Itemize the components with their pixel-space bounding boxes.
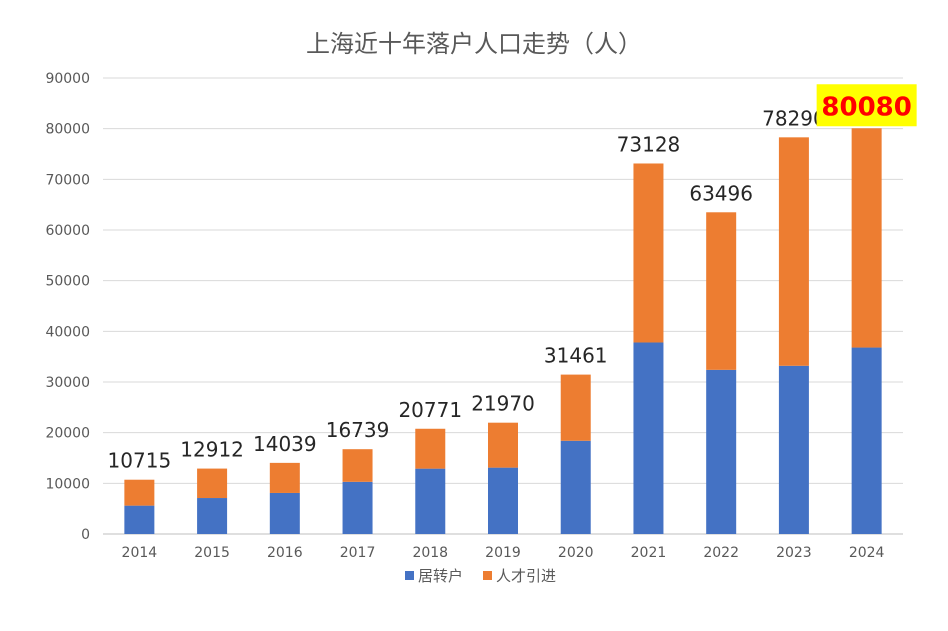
bar-segment	[269, 462, 300, 493]
legend-swatch	[483, 571, 492, 580]
y-tick-label: 70000	[45, 172, 90, 188]
x-tick-label: 2023	[776, 545, 812, 561]
x-tick-label: 2021	[631, 545, 667, 561]
total-label: 16739	[326, 418, 390, 442]
bar-segment	[706, 369, 737, 534]
x-tick-label: 2019	[485, 545, 521, 561]
total-label: 80080	[821, 92, 911, 122]
bar-segment	[197, 498, 228, 534]
total-label: 63496	[689, 181, 753, 205]
total-label: 20771	[398, 398, 462, 422]
x-tick-label: 2024	[849, 545, 885, 561]
bar-segment	[415, 428, 446, 469]
bar-segment	[778, 137, 809, 366]
legend-swatch	[405, 571, 414, 580]
bar-segment	[560, 440, 591, 534]
x-axis: 2014 2015 2016 2017 2018 2019 2020 2021 2022 2023…	[122, 545, 885, 561]
bar-segment	[415, 468, 446, 534]
y-tick-label: 80000	[45, 122, 90, 138]
x-tick-label: 2018	[412, 545, 448, 561]
y-tick-label: 0	[81, 527, 90, 543]
gridlines	[103, 77, 903, 535]
bar-segment	[197, 468, 228, 499]
x-tick-label: 2020	[558, 545, 594, 561]
y-axis: 0 10000 20000 30000 40000 50000 60000 70000 8000…	[45, 71, 90, 543]
total-label: 31461	[544, 344, 608, 368]
x-tick-label: 2015	[194, 545, 230, 561]
total-labels: 10715 12912 14039 16739 20771 21970 31461 73128…	[108, 84, 917, 473]
x-tick-label: 2016	[267, 545, 303, 561]
y-tick-label: 20000	[45, 426, 90, 442]
total-label: 73128	[617, 132, 681, 156]
bar-segment	[851, 347, 882, 534]
bar-segment	[633, 163, 664, 343]
bar-segment	[124, 479, 155, 506]
x-tick-label: 2014	[122, 545, 158, 561]
bar-segment	[488, 422, 518, 468]
bar-segment	[633, 342, 664, 534]
bar-segment	[124, 505, 155, 534]
total-label: 12912	[180, 438, 244, 462]
bar-segment	[560, 374, 591, 441]
bar-segment	[342, 449, 373, 482]
legend: 居转户 人才引进	[405, 567, 556, 585]
y-tick-label: 60000	[45, 223, 90, 239]
bar-segment	[706, 212, 737, 370]
y-tick-label: 30000	[45, 375, 90, 391]
total-label: 10715	[108, 449, 172, 473]
legend-label: 人才引进	[496, 567, 556, 585]
bar-segment	[488, 467, 518, 534]
x-tick-label: 2017	[340, 545, 376, 561]
legend-label: 居转户	[418, 567, 463, 585]
total-label-highlight	[816, 84, 917, 127]
total-label: 78290	[762, 106, 826, 130]
total-label: 14039	[253, 432, 317, 456]
y-tick-label: 90000	[45, 71, 90, 87]
total-label: 21970	[471, 392, 535, 416]
y-tick-label: 40000	[45, 324, 90, 340]
bar-segment	[851, 128, 882, 348]
bar-segment	[342, 481, 373, 534]
y-tick-label: 10000	[45, 476, 90, 492]
bar-segment	[269, 492, 300, 534]
x-tick-label: 2022	[703, 545, 739, 561]
bar-segment	[778, 365, 809, 534]
y-tick-label: 50000	[45, 274, 90, 290]
bars	[124, 128, 882, 534]
chart-title: 上海近十年落户人口走势（人）	[306, 30, 642, 58]
